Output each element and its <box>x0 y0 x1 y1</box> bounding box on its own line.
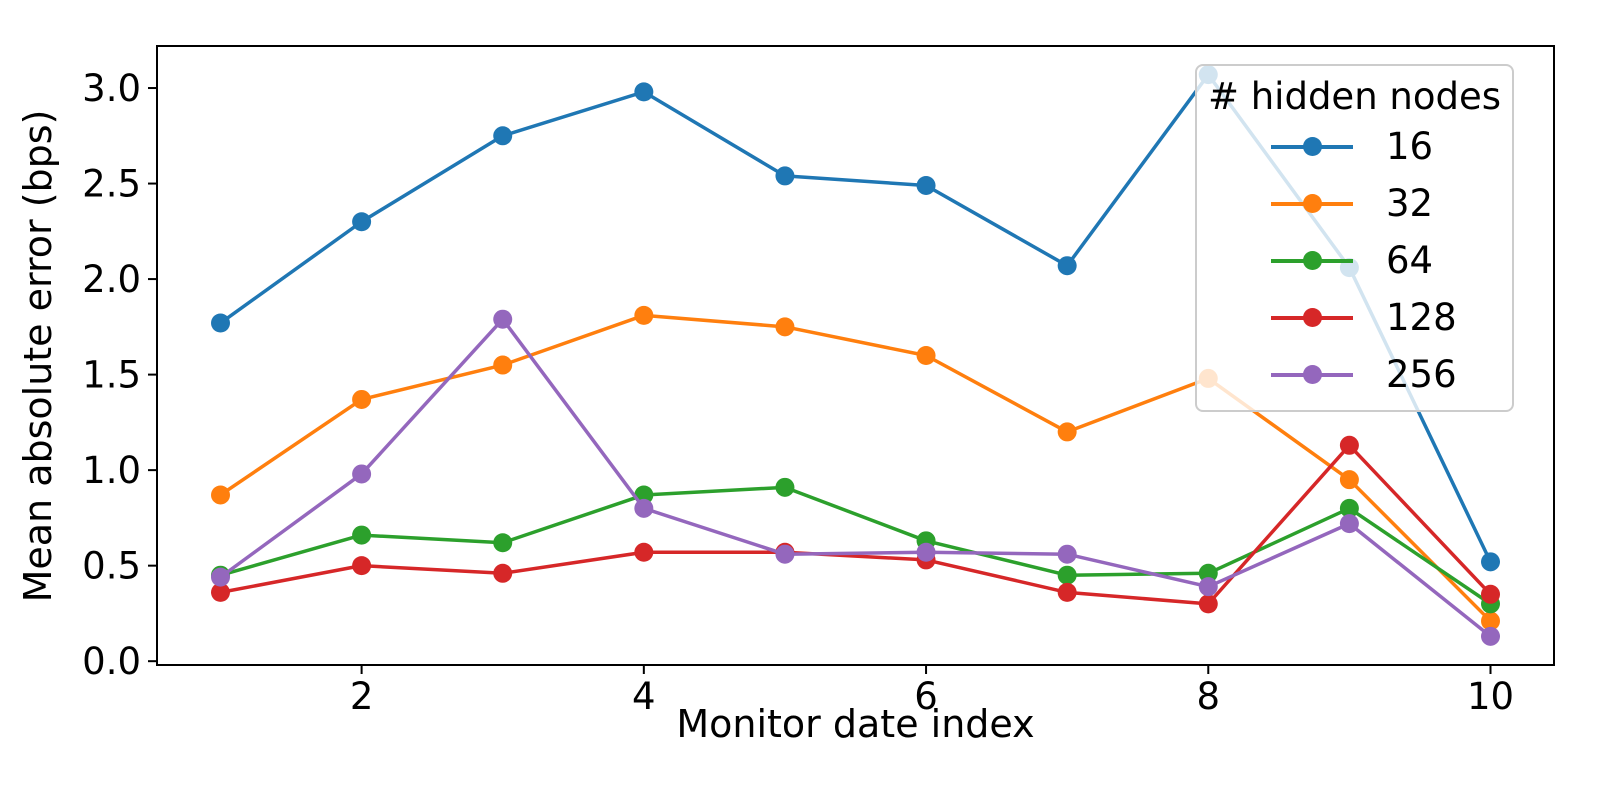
data-point-256 <box>1339 514 1359 534</box>
y-axis-label: Mean absolute error (bps) <box>16 109 60 603</box>
data-point-256 <box>634 498 654 518</box>
data-point-64 <box>352 525 372 545</box>
legend-entry-label: 64 <box>1386 239 1434 282</box>
legend-marker-dot <box>1303 364 1322 384</box>
data-point-128 <box>1339 435 1359 455</box>
legend-marker-dot <box>1303 307 1322 327</box>
y-tick-label: 2.0 <box>82 258 141 301</box>
x-tick-label: 4 <box>632 675 656 718</box>
data-point-16 <box>493 126 513 146</box>
data-point-256 <box>1198 577 1218 597</box>
x-axis-label: Monitor date index <box>676 702 1035 746</box>
data-point-32 <box>1057 422 1077 442</box>
legend-line-sample <box>1271 250 1353 270</box>
x-tick-label: 8 <box>1197 675 1221 718</box>
legend-entries: 16 32 64 128 256 <box>1197 118 1512 403</box>
legend-entry-label: 256 <box>1386 353 1457 396</box>
y-tick-label: 0.0 <box>82 640 141 683</box>
data-point-128 <box>1057 582 1077 602</box>
y-tick-label: 0.5 <box>82 545 141 588</box>
legend-title: # hidden nodes <box>1207 75 1502 118</box>
data-point-16 <box>1057 256 1077 276</box>
legend-entry-256: 256 <box>1197 346 1512 403</box>
data-point-256 <box>916 542 936 562</box>
data-point-16 <box>1481 552 1500 572</box>
series-line-64 <box>218 485 1493 606</box>
data-point-16 <box>916 175 936 195</box>
data-point-256 <box>1481 626 1500 646</box>
data-point-64 <box>1057 565 1077 585</box>
data-point-256 <box>352 464 372 484</box>
series-line-32 <box>218 313 1493 623</box>
data-point-32 <box>352 389 372 409</box>
legend-entry-32: 32 <box>1197 175 1512 232</box>
x-tick-label: 2 <box>350 675 374 718</box>
legend-line-sample <box>1271 136 1353 156</box>
series-line-256 <box>218 317 1493 639</box>
x-tick-label: 10 <box>1467 675 1514 718</box>
data-point-32 <box>493 355 513 375</box>
legend-marker-dot <box>1303 250 1322 270</box>
legend-entry-label: 128 <box>1386 296 1457 339</box>
legend-line-sample <box>1271 364 1353 384</box>
y-tick-label: 3.0 <box>82 67 141 110</box>
data-point-32 <box>211 485 230 505</box>
data-point-16 <box>634 82 654 102</box>
data-point-128 <box>352 556 372 576</box>
legend-entry-label: 16 <box>1386 125 1434 168</box>
data-point-256 <box>211 567 230 587</box>
data-point-128 <box>211 582 230 602</box>
data-point-64 <box>1339 498 1359 518</box>
legend-line-sample <box>1271 193 1353 213</box>
data-point-16 <box>775 166 795 186</box>
data-point-16 <box>352 212 372 232</box>
data-point-64 <box>775 477 795 497</box>
data-point-256 <box>775 544 795 564</box>
axes-spines <box>156 45 1555 666</box>
data-point-256 <box>1057 544 1077 564</box>
y-tick-label: 1.5 <box>82 354 141 397</box>
data-point-256 <box>493 309 513 329</box>
legend-entry-128: 128 <box>1197 289 1512 346</box>
y-tick-label: 2.5 <box>82 163 141 206</box>
legend-entry-label: 32 <box>1386 182 1434 225</box>
data-point-32 <box>634 305 654 325</box>
y-tick-label: 1.0 <box>82 449 141 492</box>
data-point-32 <box>1339 470 1359 490</box>
legend-entry-64: 64 <box>1197 232 1512 289</box>
x-tick-label: 6 <box>914 675 938 718</box>
data-point-16 <box>211 313 230 333</box>
series-line-128 <box>218 443 1493 606</box>
data-point-128 <box>1481 584 1500 604</box>
data-point-128 <box>634 542 654 562</box>
data-point-32 <box>775 317 795 337</box>
legend-line-sample <box>1271 307 1353 327</box>
data-point-128 <box>1198 594 1218 614</box>
legend: # hidden nodes 16 32 64 128 256 <box>1195 64 1514 412</box>
data-point-32 <box>1481 611 1500 631</box>
legend-marker-dot <box>1303 136 1322 156</box>
data-point-64 <box>1198 563 1218 583</box>
legend-entry-16: 16 <box>1197 118 1512 175</box>
legend-marker-dot <box>1303 193 1322 213</box>
data-point-128 <box>493 563 513 583</box>
data-point-32 <box>916 346 936 365</box>
data-point-64 <box>493 533 513 553</box>
